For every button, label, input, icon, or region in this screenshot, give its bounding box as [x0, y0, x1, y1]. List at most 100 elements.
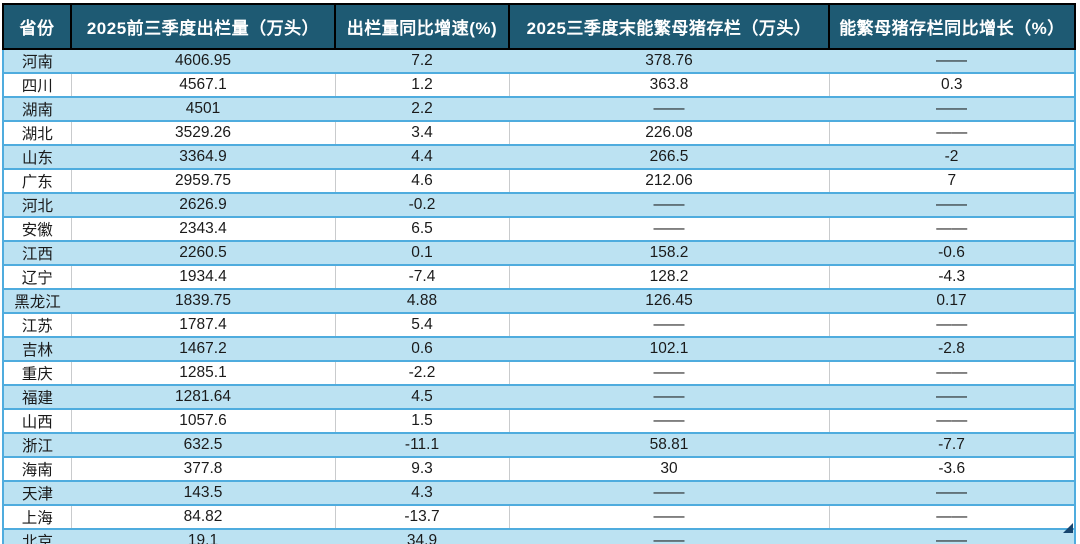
value-cell[interactable]: —— — [509, 481, 829, 506]
value-cell[interactable]: 58.81 — [509, 433, 829, 458]
value-cell[interactable]: —— — [829, 49, 1075, 74]
value-cell[interactable]: -2 — [829, 145, 1075, 170]
value-cell[interactable]: 102.1 — [509, 337, 829, 362]
value-cell[interactable]: —— — [829, 529, 1075, 544]
province-cell[interactable]: 山东 — [3, 145, 71, 170]
value-cell[interactable]: 2626.9 — [71, 193, 335, 218]
province-cell[interactable]: 辽宁 — [3, 265, 71, 290]
province-cell[interactable]: 吉林 — [3, 337, 71, 362]
value-cell[interactable]: 632.5 — [71, 433, 335, 458]
value-cell[interactable]: 3.4 — [334, 121, 509, 146]
value-cell[interactable]: 0.3 — [828, 73, 1075, 98]
value-cell[interactable]: —— — [508, 361, 829, 386]
value-cell[interactable]: 4.88 — [335, 289, 509, 314]
value-cell[interactable]: 1057.6 — [70, 409, 335, 434]
value-cell[interactable]: 7 — [828, 169, 1075, 194]
value-cell[interactable]: 4567.1 — [70, 73, 335, 98]
value-cell[interactable]: —— — [828, 505, 1075, 530]
province-cell[interactable]: 江西 — [3, 241, 71, 266]
value-cell[interactable]: 4.5 — [335, 385, 509, 410]
value-cell[interactable]: —— — [829, 97, 1075, 122]
province-cell[interactable]: 安徽 — [3, 217, 71, 242]
value-cell[interactable]: 2260.5 — [71, 241, 335, 266]
value-cell[interactable]: —— — [829, 481, 1075, 506]
value-cell[interactable]: 4606.95 — [71, 49, 335, 74]
value-cell[interactable]: -3.6 — [828, 457, 1075, 482]
value-cell[interactable]: 3364.9 — [71, 145, 335, 170]
value-cell[interactable]: —— — [509, 385, 829, 410]
value-cell[interactable]: 128.2 — [508, 265, 829, 290]
value-cell[interactable]: 4.6 — [334, 169, 509, 194]
province-cell[interactable]: 河南 — [3, 49, 71, 74]
value-cell[interactable]: 143.5 — [71, 481, 335, 506]
province-cell[interactable]: 天津 — [3, 481, 71, 506]
province-cell[interactable]: 广东 — [3, 169, 71, 194]
value-cell[interactable]: 377.8 — [70, 457, 335, 482]
value-cell[interactable]: —— — [508, 313, 829, 338]
value-cell[interactable]: —— — [828, 361, 1075, 386]
value-cell[interactable]: -0.6 — [829, 241, 1075, 266]
value-cell[interactable]: 126.45 — [509, 289, 829, 314]
value-cell[interactable]: —— — [509, 97, 829, 122]
province-cell[interactable]: 重庆 — [3, 361, 71, 386]
value-cell[interactable]: 1467.2 — [71, 337, 335, 362]
value-cell[interactable]: 2.2 — [335, 97, 509, 122]
value-cell[interactable]: 3529.26 — [70, 121, 335, 146]
value-cell[interactable]: —— — [828, 313, 1075, 338]
value-cell[interactable]: -11.1 — [335, 433, 509, 458]
value-cell[interactable]: 1.5 — [334, 409, 509, 434]
value-cell[interactable]: -2.8 — [829, 337, 1075, 362]
value-cell[interactable]: 1839.75 — [71, 289, 335, 314]
value-cell[interactable]: 6.5 — [334, 217, 509, 242]
value-cell[interactable]: 226.08 — [508, 121, 829, 146]
value-cell[interactable]: 1.2 — [334, 73, 509, 98]
value-cell[interactable]: 9.3 — [334, 457, 509, 482]
value-cell[interactable]: 0.6 — [335, 337, 509, 362]
value-cell[interactable]: 5.4 — [334, 313, 509, 338]
value-cell[interactable]: —— — [509, 529, 829, 544]
value-cell[interactable]: 363.8 — [508, 73, 829, 98]
value-cell[interactable]: 1281.64 — [71, 385, 335, 410]
province-cell[interactable]: 山西 — [3, 409, 71, 434]
value-cell[interactable]: 1934.4 — [70, 265, 335, 290]
value-cell[interactable]: —— — [828, 217, 1075, 242]
value-cell[interactable]: —— — [828, 121, 1075, 146]
province-cell[interactable]: 福建 — [3, 385, 71, 410]
value-cell[interactable]: —— — [828, 409, 1075, 434]
province-cell[interactable]: 上海 — [3, 505, 71, 530]
value-cell[interactable]: 4501 — [71, 97, 335, 122]
value-cell[interactable]: 84.82 — [70, 505, 335, 530]
value-cell[interactable]: 34.9 — [335, 529, 509, 544]
value-cell[interactable]: —— — [829, 193, 1075, 218]
value-cell[interactable]: -7.4 — [334, 265, 509, 290]
value-cell[interactable]: —— — [508, 409, 829, 434]
value-cell[interactable]: 2959.75 — [70, 169, 335, 194]
value-cell[interactable]: —— — [829, 385, 1075, 410]
province-cell[interactable]: 浙江 — [3, 433, 71, 458]
province-cell[interactable]: 黑龙江 — [3, 289, 71, 314]
province-cell[interactable]: 湖南 — [3, 97, 71, 122]
fill-handle[interactable] — [1063, 523, 1073, 533]
value-cell[interactable]: -0.2 — [335, 193, 509, 218]
province-cell[interactable]: 江苏 — [3, 313, 71, 338]
value-cell[interactable]: 1787.4 — [70, 313, 335, 338]
province-cell[interactable]: 四川 — [3, 73, 71, 98]
value-cell[interactable]: 2343.4 — [70, 217, 335, 242]
value-cell[interactable]: —— — [509, 193, 829, 218]
value-cell[interactable]: 1285.1 — [70, 361, 335, 386]
value-cell[interactable]: 19.1 — [71, 529, 335, 544]
value-cell[interactable]: 158.2 — [509, 241, 829, 266]
value-cell[interactable]: 7.2 — [335, 49, 509, 74]
value-cell[interactable]: —— — [508, 217, 829, 242]
value-cell[interactable]: -13.7 — [334, 505, 509, 530]
value-cell[interactable]: 0.1 — [335, 241, 509, 266]
value-cell[interactable]: 266.5 — [509, 145, 829, 170]
value-cell[interactable]: 4.3 — [335, 481, 509, 506]
value-cell[interactable]: 212.06 — [508, 169, 829, 194]
province-cell[interactable]: 湖北 — [3, 121, 71, 146]
province-cell[interactable]: 河北 — [3, 193, 71, 218]
value-cell[interactable]: 0.17 — [829, 289, 1075, 314]
value-cell[interactable]: 4.4 — [335, 145, 509, 170]
province-cell[interactable]: 海南 — [3, 457, 71, 482]
value-cell[interactable]: —— — [508, 505, 829, 530]
